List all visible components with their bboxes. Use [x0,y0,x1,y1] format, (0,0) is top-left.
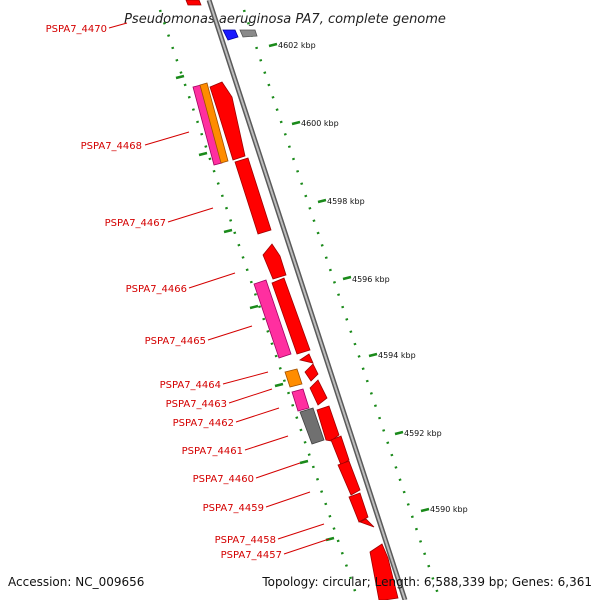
kbp-labels: 4602 kbp 4600 kbp 4598 kbp 4596 kbp 4594… [278,41,468,514]
gene-feature-red [209,81,246,161]
kbp-major-tick [394,430,404,436]
leader-line [144,131,190,146]
leader-line [188,272,236,289]
leader-line [167,207,214,223]
gene-feature-red [348,492,369,523]
kbp-major-tick [291,120,301,126]
leader-line [222,371,269,385]
leader-line [235,407,280,423]
gene-feature-pink [291,388,310,412]
gene-label: PSPA7_4470 [46,24,107,35]
inner-major-tick [299,459,309,465]
kbp-label: 4598 kbp [327,197,365,206]
gene-label: PSPA7_4458 [215,535,276,546]
kbp-major-tick [342,275,352,281]
gene-label: PSPA7_4465 [145,336,206,347]
leader-line [228,388,273,404]
gene-feature-red [330,435,350,466]
inner-major-tick [274,382,284,388]
leader-line [244,435,289,451]
leader-line [108,22,128,29]
genome-backbone [206,0,408,600]
kbp-label: 4594 kbp [378,351,416,360]
inner-major-tick [175,74,185,80]
gene-feature-red [337,460,361,496]
inner-major-tick [249,304,259,310]
gene-labels: PSPA7_4470 PSPA7_4468 PSPA7_4467 PSPA7_4… [46,24,282,561]
inner-major-tick [223,228,233,234]
inner-major-tick [198,151,208,157]
gene-label: PSPA7_4464 [160,380,221,391]
gene-feature-red [358,518,375,528]
leader-line [207,325,253,341]
gene-label: PSPA7_4467 [105,218,166,229]
accession-text: Accession: NC_009656 [8,575,144,589]
kbp-major-tick [368,352,378,358]
gene-label: PSPA7_4461 [182,446,243,457]
gene-label: PSPA7_4459 [203,503,264,514]
gene-feature-blue [222,29,239,41]
gene-label: PSPA7_4457 [221,550,282,561]
backbone-highlight [208,0,406,600]
gene-label: PSPA7_4460 [193,474,254,485]
gene-features [185,0,399,600]
kbp-label: 4600 kbp [301,119,339,128]
gene-label: PSPA7_4468 [81,141,142,152]
gene-feature-red [185,0,202,6]
gene-label-leaders [108,22,330,555]
leader-line [265,491,311,508]
gene-label: PSPA7_4462 [173,418,234,429]
kbp-major-ticks [268,42,430,513]
gene-feature-red [271,277,311,355]
gene-feature-red [262,243,287,280]
kbp-major-tick [317,198,327,204]
gene-feature-orange [199,82,229,164]
gene-feature-red [309,379,328,406]
gene-label: PSPA7_4463 [166,399,227,410]
leader-line [283,538,330,555]
inner-major-ticks [175,74,335,542]
kbp-label: 4596 kbp [352,275,390,284]
kbp-major-tick [268,42,278,48]
gene-feature-red [299,353,314,364]
kbp-label: 4592 kbp [404,429,442,438]
gene-feature-pink [253,279,292,359]
gene-feature-red [369,543,399,600]
gene-feature-gray [299,407,325,445]
kbp-label: 4602 kbp [278,41,316,50]
kbp-label: 4590 kbp [430,505,468,514]
genome-summary-text: Topology: circular; Length: 6,588,339 bp… [261,575,592,589]
gene-feature-gray [239,29,258,38]
gene-feature-red [234,157,272,235]
leader-line [255,462,301,479]
gene-feature-red [304,363,319,382]
leader-line [277,523,325,540]
kbp-major-tick [420,507,430,513]
gene-label: PSPA7_4466 [126,284,187,295]
map-title: Pseudomonas aeruginosa PA7, complete gen… [124,12,446,27]
gene-feature-orange [284,368,303,388]
